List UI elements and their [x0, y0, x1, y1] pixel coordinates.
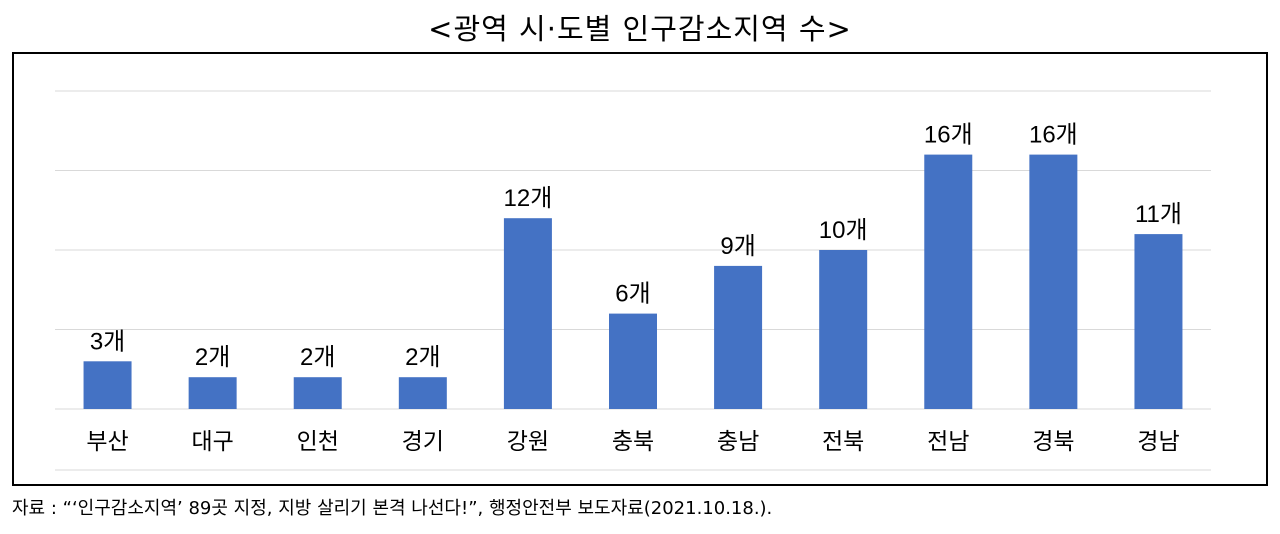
data-label-전북: 10개: [819, 217, 868, 244]
data-label-전남: 16개: [924, 122, 973, 149]
data-label-경북: 16개: [1029, 122, 1078, 149]
category-label-전북: 전북: [822, 429, 864, 455]
chart-frame: [12, 52, 1268, 486]
category-label-강원: 강원: [507, 429, 549, 455]
bar-부산: [83, 361, 132, 409]
category-label-인천: 인천: [297, 429, 339, 455]
data-label-충북: 6개: [615, 281, 650, 308]
category-label-대구: 대구: [191, 429, 233, 455]
category-labels: 부산 대구 인천 경기 강원 충북 충남 전북 전남 경북 경남: [86, 429, 1179, 455]
bar-경남: [1134, 234, 1183, 409]
category-label-경남: 경남: [1137, 429, 1179, 455]
chart-title: <광역 시·도별 인구감소지역 수>: [428, 12, 852, 46]
data-labels: 3개 2개 2개 2개 12개 6개 9개 10개 16개 16개 11개: [90, 122, 1182, 372]
gridlines: [55, 90, 1211, 471]
bar-충북: [609, 313, 657, 409]
bars: [83, 154, 1183, 409]
bar-경북: [1029, 154, 1078, 409]
bar-경기: [398, 377, 447, 409]
bar-chart: 3개 2개 2개 2개 12개 6개 9개 10개 16개 16개 11개 부산 대구 인천 경기 강원 충북…: [55, 90, 1211, 471]
data-label-인천: 2개: [300, 344, 335, 371]
data-label-부산: 3개: [90, 328, 125, 355]
data-label-경남: 11개: [1135, 201, 1182, 228]
bar-충남: [714, 265, 763, 409]
bar-전북: [819, 250, 868, 409]
source-note: 자료 : “‘인구감소지역’ 89곳 지정, 지방 살리기 본격 나선다!”, …: [12, 498, 773, 519]
data-label-대구: 2개: [195, 344, 230, 371]
category-label-경기: 경기: [402, 429, 444, 455]
bar-인천: [293, 377, 342, 409]
data-label-충남: 9개: [720, 233, 755, 260]
bar-대구: [188, 377, 237, 409]
category-label-충남: 충남: [717, 429, 759, 455]
bar-강원: [503, 218, 552, 409]
category-label-충북: 충북: [612, 429, 654, 455]
category-label-부산: 부산: [86, 429, 128, 455]
bar-전남: [924, 154, 973, 409]
data-label-강원: 12개: [504, 185, 553, 212]
data-label-경기: 2개: [405, 344, 440, 371]
category-label-전남: 전남: [927, 429, 969, 455]
category-label-경북: 경북: [1032, 429, 1074, 455]
